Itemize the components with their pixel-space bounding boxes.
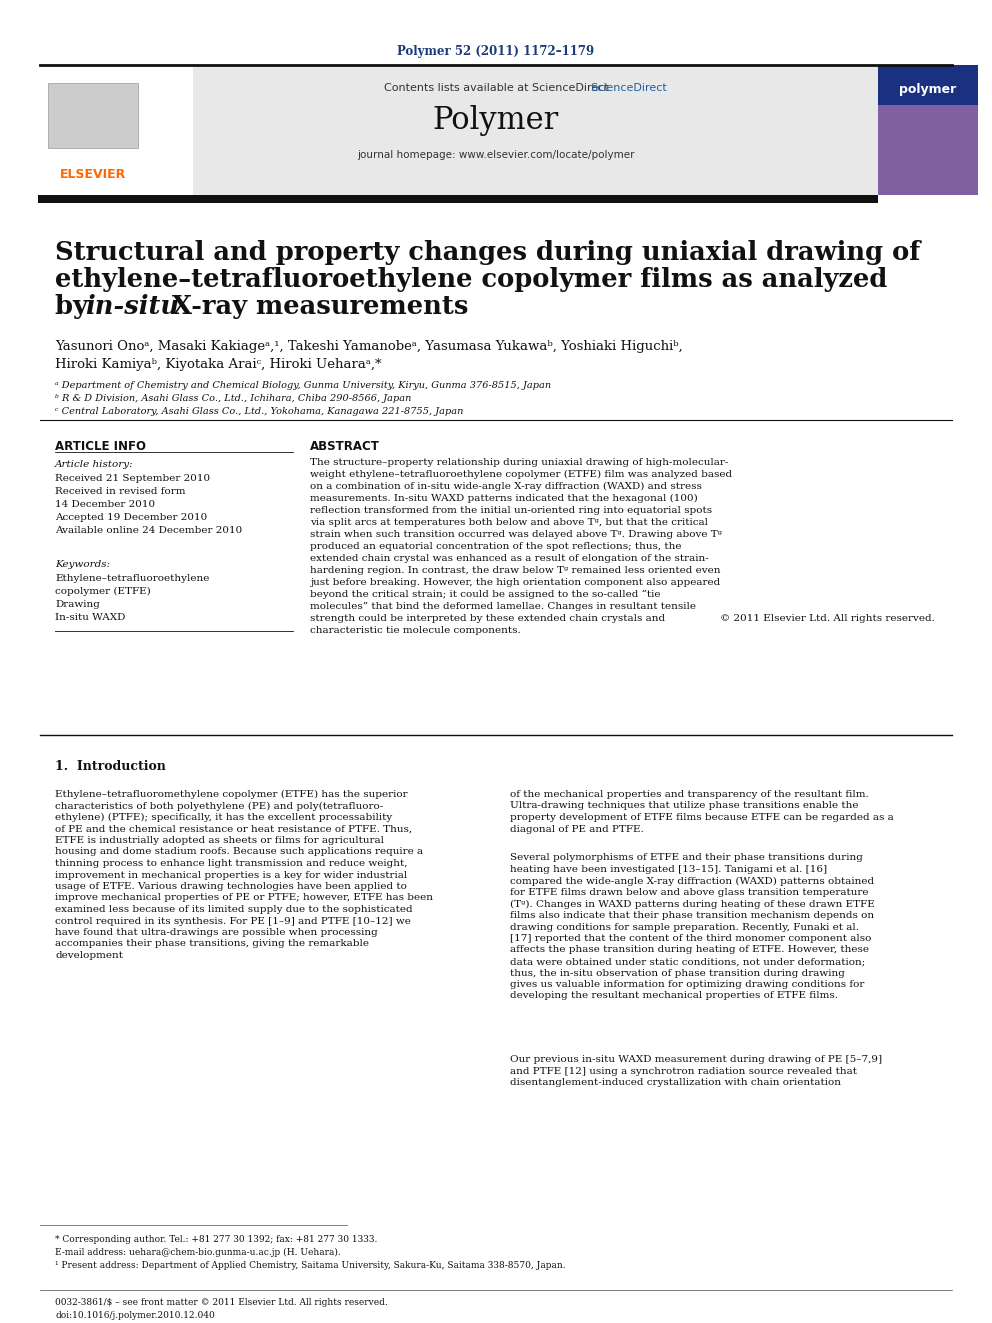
Text: Polymer: Polymer <box>433 105 559 135</box>
Text: 14 December 2010: 14 December 2010 <box>55 500 155 509</box>
Bar <box>878 65 978 194</box>
Text: and PTFE [12] using a synchrotron radiation source revealed that: and PTFE [12] using a synchrotron radiat… <box>510 1066 857 1076</box>
Text: ELSEVIER: ELSEVIER <box>60 168 126 181</box>
Text: Polymer 52 (2011) 1172–1179: Polymer 52 (2011) 1172–1179 <box>398 45 594 58</box>
Text: of PE and the chemical resistance or heat resistance of PTFE. Thus,: of PE and the chemical resistance or hea… <box>55 824 412 833</box>
Text: have found that ultra-drawings are possible when processing: have found that ultra-drawings are possi… <box>55 927 378 937</box>
Text: for ETFE films drawn below and above glass transition temperature: for ETFE films drawn below and above gla… <box>510 888 869 897</box>
Text: characteristic tie molecule components.: characteristic tie molecule components. <box>310 626 521 635</box>
Text: characteristics of both polyethylene (PE) and poly(tetrafluoro-: characteristics of both polyethylene (PE… <box>55 802 383 811</box>
Bar <box>48 83 138 148</box>
Text: improvement in mechanical properties is a key for wider industrial: improvement in mechanical properties is … <box>55 871 408 880</box>
Text: Accepted 19 December 2010: Accepted 19 December 2010 <box>55 513 207 523</box>
Text: Available online 24 December 2010: Available online 24 December 2010 <box>55 527 242 534</box>
Text: diagonal of PE and PTFE.: diagonal of PE and PTFE. <box>510 824 644 833</box>
Text: housing and dome stadium roofs. Because such applications require a: housing and dome stadium roofs. Because … <box>55 848 424 856</box>
Text: 1.  Introduction: 1. Introduction <box>55 759 166 773</box>
Text: thinning process to enhance light transmission and reduce weight,: thinning process to enhance light transm… <box>55 859 408 868</box>
Text: ethylene–tetrafluoroethylene copolymer films as analyzed: ethylene–tetrafluoroethylene copolymer f… <box>55 267 888 292</box>
Text: ¹ Present address: Department of Applied Chemistry, Saitama University, Sakura-K: ¹ Present address: Department of Applied… <box>55 1261 565 1270</box>
Text: compared the wide-angle X-ray diffraction (WAXD) patterns obtained: compared the wide-angle X-ray diffractio… <box>510 877 874 885</box>
Text: Ethylene–tetrafluoromethylene copolymer (ETFE) has the superior: Ethylene–tetrafluoromethylene copolymer … <box>55 790 408 799</box>
Text: Hiroki Kamiyaᵇ, Kiyotaka Araiᶜ, Hiroki Ueharaᵃ,*: Hiroki Kamiyaᵇ, Kiyotaka Araiᶜ, Hiroki U… <box>55 359 382 370</box>
Text: gives us valuable information for optimizing drawing conditions for: gives us valuable information for optimi… <box>510 980 864 990</box>
Text: disentanglement-induced crystallization with chain orientation: disentanglement-induced crystallization … <box>510 1078 841 1088</box>
Text: usage of ETFE. Various drawing technologies have been applied to: usage of ETFE. Various drawing technolog… <box>55 882 407 890</box>
Text: Yasunori Onoᵃ, Masaki Kakiageᵃ,¹, Takeshi Yamanobeᵃ, Yasumasa Yukawaᵇ, Yoshiaki : Yasunori Onoᵃ, Masaki Kakiageᵃ,¹, Takesh… <box>55 340 682 353</box>
Text: Article history:: Article history: <box>55 460 134 468</box>
Text: Received in revised form: Received in revised form <box>55 487 186 496</box>
Text: produced an equatorial concentration of the spot reflections; thus, the: produced an equatorial concentration of … <box>310 542 682 550</box>
Text: Received 21 September 2010: Received 21 September 2010 <box>55 474 210 483</box>
Text: The structure–property relationship during uniaxial drawing of high-molecular-: The structure–property relationship duri… <box>310 458 728 467</box>
Text: thus, the in-situ observation of phase transition during drawing: thus, the in-situ observation of phase t… <box>510 968 845 978</box>
Text: [17] reported that the content of the third monomer component also: [17] reported that the content of the th… <box>510 934 871 943</box>
Text: © 2011 Elsevier Ltd. All rights reserved.: © 2011 Elsevier Ltd. All rights reserved… <box>720 614 935 623</box>
Text: In-situ WAXD: In-situ WAXD <box>55 613 125 622</box>
Text: ScienceDirect: ScienceDirect <box>590 83 667 93</box>
Text: control required in its synthesis. For PE [1–9] and PTFE [10–12] we: control required in its synthesis. For P… <box>55 917 411 926</box>
Text: heating have been investigated [13–15]. Tanigami et al. [16]: heating have been investigated [13–15]. … <box>510 865 827 875</box>
Bar <box>38 65 193 194</box>
Text: doi:10.1016/j.polymer.2010.12.040: doi:10.1016/j.polymer.2010.12.040 <box>55 1311 214 1320</box>
Text: strain when such transition occurred was delayed above Tᵍ. Drawing above Tᵍ: strain when such transition occurred was… <box>310 531 722 538</box>
Text: on a combination of in-situ wide-angle X-ray diffraction (WAXD) and stress: on a combination of in-situ wide-angle X… <box>310 482 702 491</box>
Text: extended chain crystal was enhanced as a result of elongation of the strain-: extended chain crystal was enhanced as a… <box>310 554 708 564</box>
Text: Drawing: Drawing <box>55 601 100 609</box>
Text: in-situ: in-situ <box>85 294 180 319</box>
Text: Contents lists available at ScienceDirect: Contents lists available at ScienceDirec… <box>384 83 608 93</box>
Text: of the mechanical properties and transparency of the resultant film.: of the mechanical properties and transpa… <box>510 790 869 799</box>
Text: Structural and property changes during uniaxial drawing of: Structural and property changes during u… <box>55 239 921 265</box>
Text: development: development <box>55 951 123 960</box>
Text: ABSTRACT: ABSTRACT <box>310 441 380 452</box>
Text: measurements. In-situ WAXD patterns indicated that the hexagonal (100): measurements. In-situ WAXD patterns indi… <box>310 493 697 503</box>
Text: improve mechanical properties of PE or PTFE; however, ETFE has been: improve mechanical properties of PE or P… <box>55 893 433 902</box>
Bar <box>38 65 878 194</box>
Text: ETFE is industrially adopted as sheets or films for agricultural: ETFE is industrially adopted as sheets o… <box>55 836 384 845</box>
Text: property development of ETFE films because ETFE can be regarded as a: property development of ETFE films becau… <box>510 814 894 822</box>
Text: 0032-3861/$ – see front matter © 2011 Elsevier Ltd. All rights reserved.: 0032-3861/$ – see front matter © 2011 El… <box>55 1298 388 1307</box>
Text: strength could be interpreted by these extended chain crystals and: strength could be interpreted by these e… <box>310 614 665 623</box>
Text: via split arcs at temperatures both below and above Tᵍ, but that the critical: via split arcs at temperatures both belo… <box>310 519 708 527</box>
Text: Our previous in-situ WAXD measurement during drawing of PE [5–7,9]: Our previous in-situ WAXD measurement du… <box>510 1054 882 1064</box>
Text: ᵇ R & D Division, Asahi Glass Co., Ltd., Ichihara, Chiba 290-8566, Japan: ᵇ R & D Division, Asahi Glass Co., Ltd.,… <box>55 394 412 404</box>
Text: Keywords:: Keywords: <box>55 560 110 569</box>
Text: journal homepage: www.elsevier.com/locate/polymer: journal homepage: www.elsevier.com/locat… <box>357 149 635 160</box>
Text: (Tᵍ). Changes in WAXD patterns during heating of these drawn ETFE: (Tᵍ). Changes in WAXD patterns during he… <box>510 900 875 909</box>
Text: just before breaking. However, the high orientation component also appeared: just before breaking. However, the high … <box>310 578 720 587</box>
Text: molecules” that bind the deformed lamellae. Changes in resultant tensile: molecules” that bind the deformed lamell… <box>310 602 696 611</box>
Text: ARTICLE INFO: ARTICLE INFO <box>55 441 146 452</box>
Text: by: by <box>55 294 97 319</box>
Text: affects the phase transition during heating of ETFE. However, these: affects the phase transition during heat… <box>510 946 869 954</box>
Text: developing the resultant mechanical properties of ETFE films.: developing the resultant mechanical prop… <box>510 991 838 1000</box>
Text: copolymer (ETFE): copolymer (ETFE) <box>55 587 151 597</box>
Text: reflection transformed from the initial un-oriented ring into equatorial spots: reflection transformed from the initial … <box>310 505 712 515</box>
Text: data were obtained under static conditions, not under deformation;: data were obtained under static conditio… <box>510 957 865 966</box>
Text: accompanies their phase transitions, giving the remarkable: accompanies their phase transitions, giv… <box>55 939 369 949</box>
Text: weight ethylene–tetrafluoroethylene copolymer (ETFE) film was analyzed based: weight ethylene–tetrafluoroethylene copo… <box>310 470 732 479</box>
Text: examined less because of its limited supply due to the sophisticated: examined less because of its limited sup… <box>55 905 413 914</box>
Bar <box>38 194 878 202</box>
Text: polymer: polymer <box>900 83 956 97</box>
Text: hardening region. In contrast, the draw below Tᵍ remained less oriented even: hardening region. In contrast, the draw … <box>310 566 720 576</box>
Text: * Corresponding author. Tel.: +81 277 30 1392; fax: +81 277 30 1333.: * Corresponding author. Tel.: +81 277 30… <box>55 1234 377 1244</box>
Text: ᶜ Central Laboratory, Asahi Glass Co., Ltd., Yokohama, Kanagawa 221-8755, Japan: ᶜ Central Laboratory, Asahi Glass Co., L… <box>55 407 463 415</box>
Bar <box>878 105 978 194</box>
Text: Several polymorphisms of ETFE and their phase transitions during: Several polymorphisms of ETFE and their … <box>510 853 863 863</box>
Text: beyond the critical strain; it could be assigned to the so-called “tie: beyond the critical strain; it could be … <box>310 590 661 599</box>
Text: E-mail address: uehara@chem-bio.gunma-u.ac.jp (H. Uehara).: E-mail address: uehara@chem-bio.gunma-u.… <box>55 1248 340 1257</box>
Text: ethylene) (PTFE); specifically, it has the excellent processability: ethylene) (PTFE); specifically, it has t… <box>55 814 392 822</box>
Text: Ethylene–tetrafluoroethylene: Ethylene–tetrafluoroethylene <box>55 574 209 583</box>
Text: ᵃ Department of Chemistry and Chemical Biology, Gunma University, Kiryu, Gunma 3: ᵃ Department of Chemistry and Chemical B… <box>55 381 552 390</box>
Text: Ultra-drawing techniques that utilize phase transitions enable the: Ultra-drawing techniques that utilize ph… <box>510 802 858 811</box>
Text: X-ray measurements: X-ray measurements <box>163 294 468 319</box>
Text: films also indicate that their phase transition mechanism depends on: films also indicate that their phase tra… <box>510 912 874 919</box>
Text: drawing conditions for sample preparation. Recently, Funaki et al.: drawing conditions for sample preparatio… <box>510 922 859 931</box>
